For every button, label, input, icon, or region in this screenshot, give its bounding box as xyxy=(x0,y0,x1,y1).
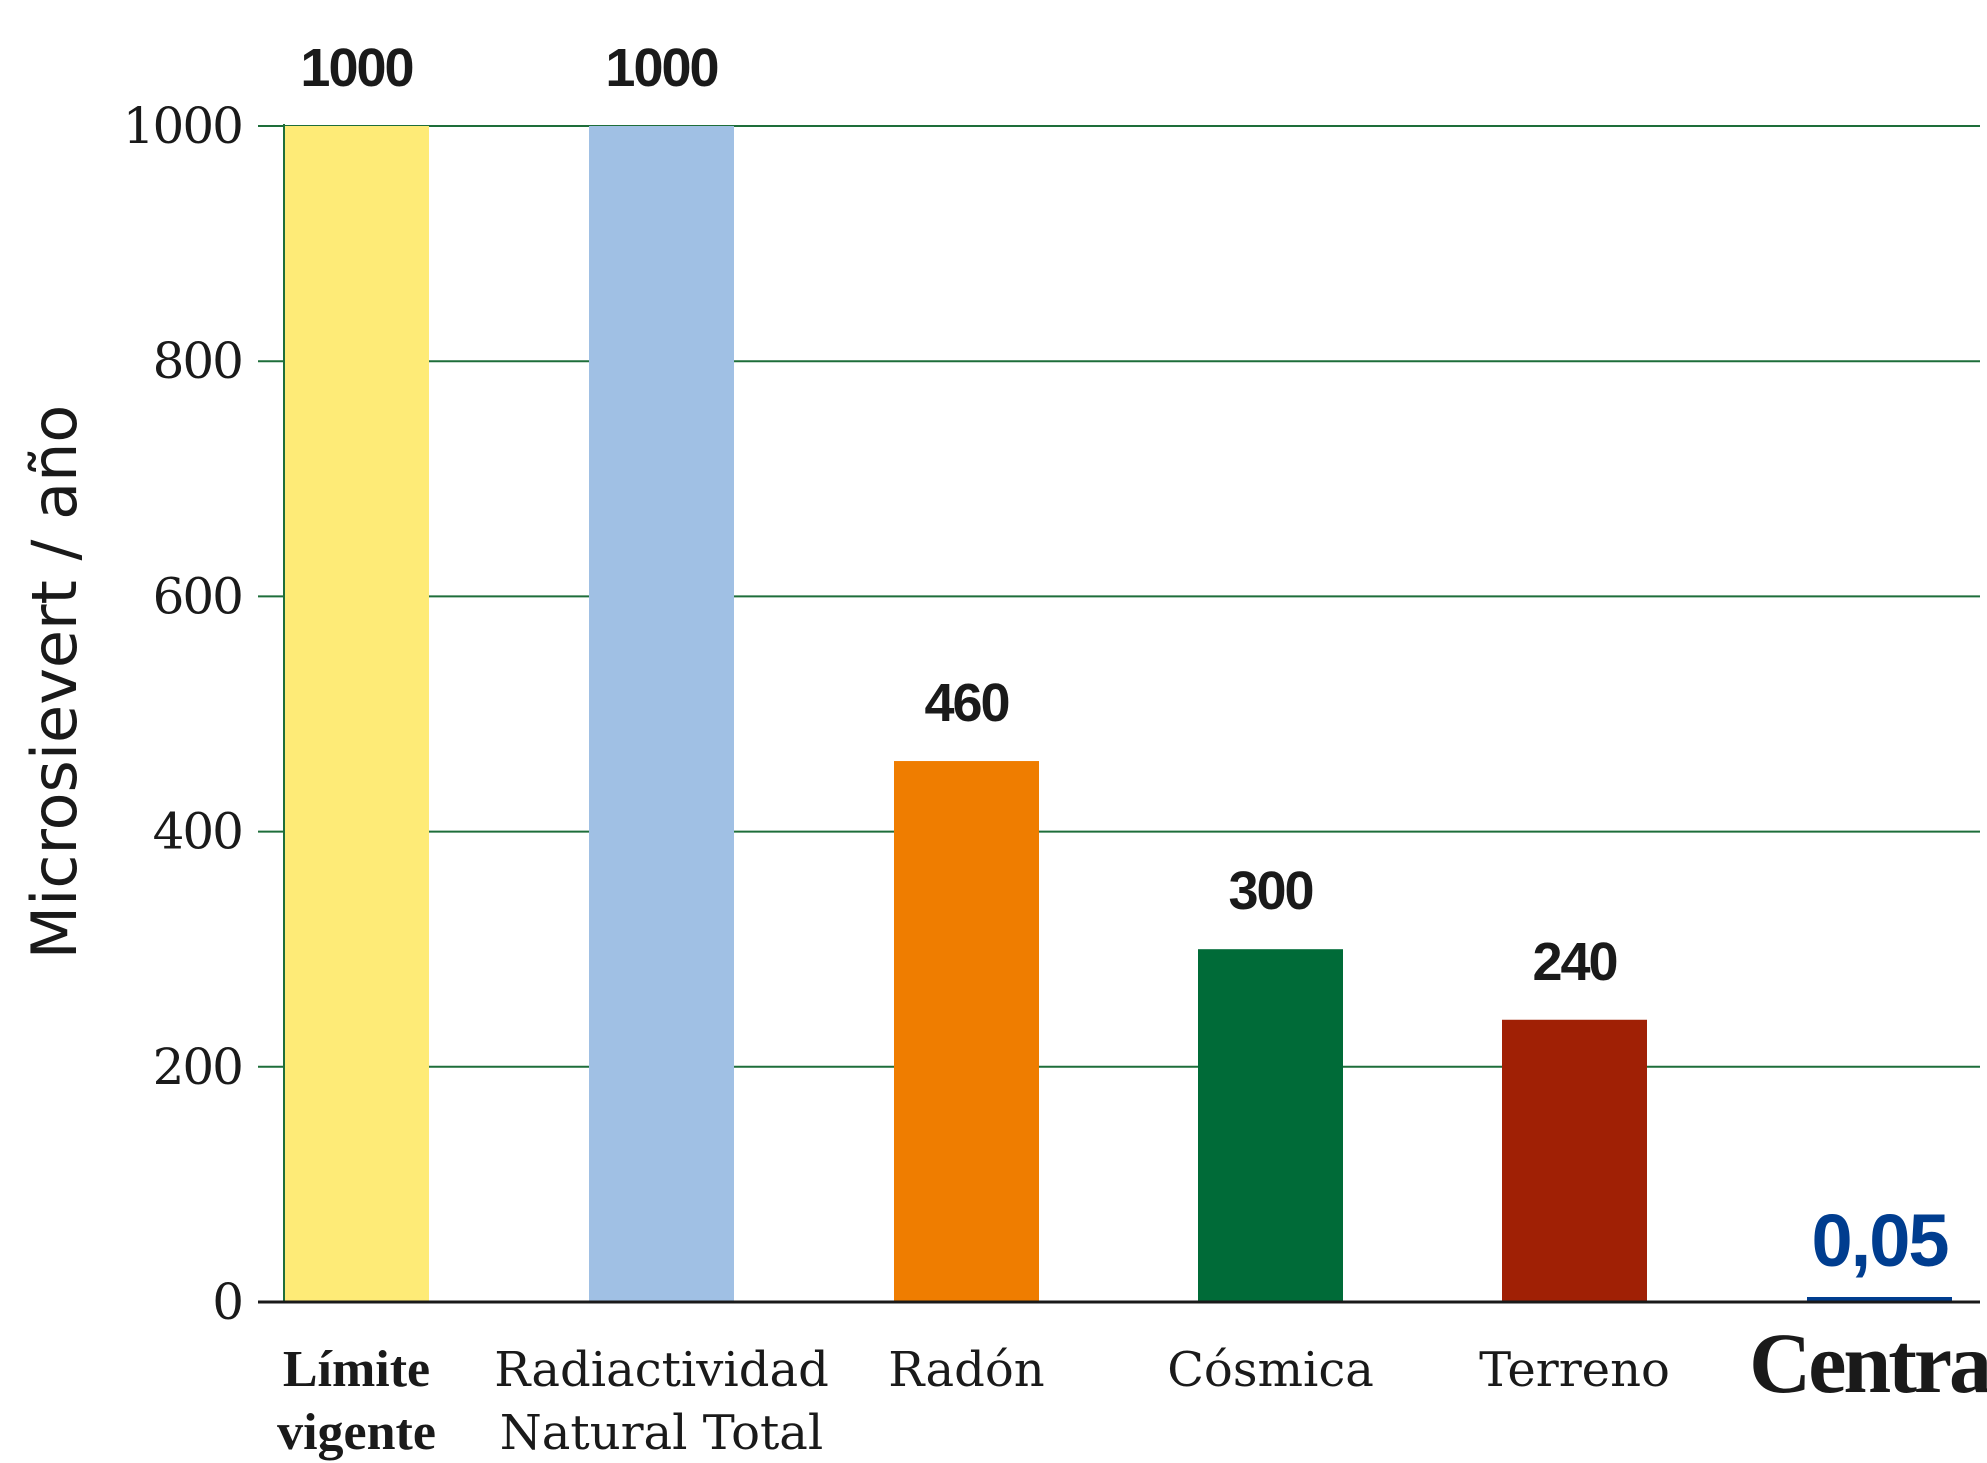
category-labels: Límite vigente Radiactividad Natural Total R… xyxy=(277,1315,1987,1461)
bar xyxy=(894,761,1039,1302)
category-label: Radiactividad xyxy=(494,1342,829,1398)
category-label: Natural Total xyxy=(500,1405,823,1461)
y-tick-label: 1000 xyxy=(123,97,242,155)
bar xyxy=(1198,949,1343,1302)
value-label: 0,05 xyxy=(1811,1199,1948,1282)
bar xyxy=(589,126,734,1302)
value-label: 240 xyxy=(1532,932,1616,992)
value-label: 460 xyxy=(924,673,1008,733)
bar xyxy=(1807,1297,1952,1302)
y-tick-label: 800 xyxy=(153,332,242,390)
gridlines xyxy=(258,125,1980,1303)
category-label: Radón xyxy=(888,1342,1044,1398)
category-label: vigente xyxy=(277,1404,436,1461)
bar xyxy=(1502,1019,1647,1302)
y-tick-labels: 0 200 400 600 800 1000 xyxy=(123,97,244,1331)
value-label: 300 xyxy=(1228,861,1312,921)
y-axis-title: Microsievert / año xyxy=(18,405,91,960)
category-label: Límite xyxy=(283,1341,430,1398)
value-label: 1000 xyxy=(300,38,412,98)
y-tick-label: 200 xyxy=(153,1038,242,1096)
category-label: Cósmica xyxy=(1167,1342,1374,1398)
axes xyxy=(258,124,1980,1304)
bars xyxy=(284,126,1952,1302)
y-tick-label: 0 xyxy=(212,1273,242,1331)
bar xyxy=(284,126,429,1302)
y-tick-label: 400 xyxy=(153,803,242,861)
value-label: 1000 xyxy=(605,38,717,98)
category-label: Central xyxy=(1749,1315,1987,1411)
category-label: Terreno xyxy=(1479,1342,1670,1398)
y-tick-label: 600 xyxy=(153,567,242,625)
value-labels: 1000 1000 460 300 240 0,05 xyxy=(300,38,1950,1282)
